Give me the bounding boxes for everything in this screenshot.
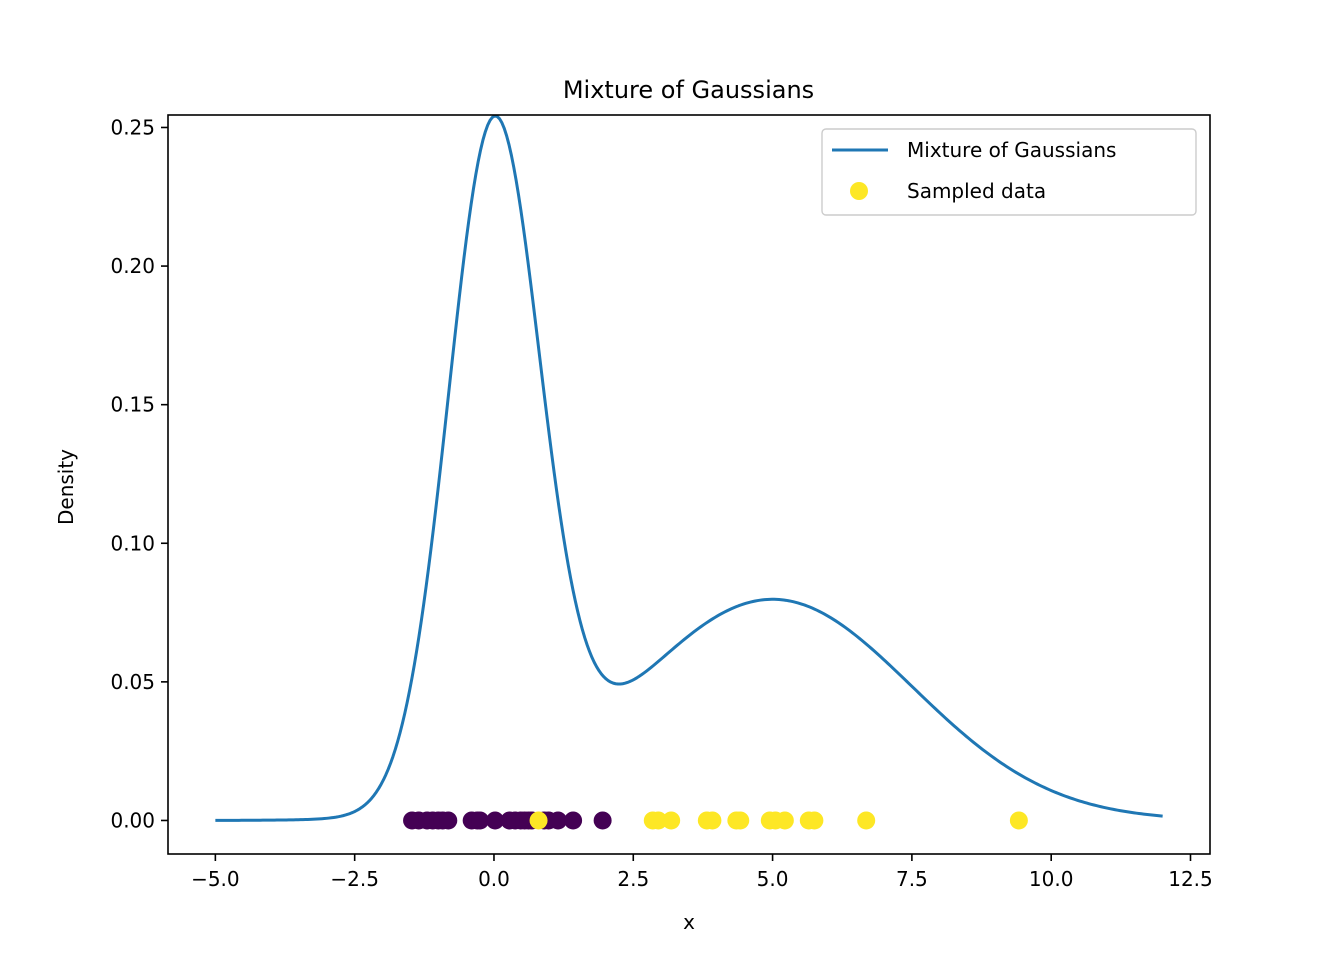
x-tick-label: 10.0 — [1029, 867, 1074, 891]
legend-dot-swatch — [850, 182, 868, 200]
sampled-data-point — [775, 811, 794, 830]
sampled-data-point — [529, 811, 548, 830]
sampled-data-point — [439, 811, 458, 830]
y-axis: 0.00 0.05 0.10 0.15 0.20 0.25 — [110, 115, 168, 832]
sampled-data-point — [857, 811, 876, 830]
plot-area — [215, 114, 1163, 830]
y-tick-label: 0.05 — [110, 670, 155, 694]
sampled-data-point — [703, 811, 722, 830]
sampled-data-point — [1009, 811, 1028, 830]
sampled-data-point — [486, 811, 505, 830]
y-tick-label: 0.20 — [110, 254, 155, 278]
x-tick-label: −5.0 — [191, 867, 240, 891]
x-axis-label: x — [683, 910, 695, 934]
x-tick-label: 0.0 — [478, 867, 510, 891]
x-tick-label: −2.5 — [330, 867, 379, 891]
legend-label-sampled: Sampled data — [907, 179, 1046, 203]
axes-frame — [167, 114, 1211, 855]
mixture-density-line — [215, 114, 1163, 822]
legend: Mixture of Gaussians Sampled data — [821, 128, 1197, 216]
sampled-data-point — [731, 811, 750, 830]
y-tick-label: 0.10 — [110, 531, 155, 555]
y-tick-label: 0.25 — [110, 115, 155, 139]
sampled-data-point — [593, 811, 612, 830]
sampled-data-point — [662, 811, 681, 830]
x-tick-label: 5.0 — [757, 867, 789, 891]
y-tick-label: 0.15 — [110, 393, 155, 417]
chart-title: Mixture of Gaussians — [563, 76, 814, 104]
sampled-data-point — [549, 811, 568, 830]
sampled-data-point — [805, 811, 824, 830]
x-tick-label: 12.5 — [1168, 867, 1213, 891]
y-axis-label: Density — [54, 449, 78, 525]
legend-label-mixture: Mixture of Gaussians — [907, 138, 1116, 162]
sampled-data-point — [649, 811, 668, 830]
sampled-data-point — [471, 811, 490, 830]
legend-box — [821, 128, 1197, 216]
x-axis: −5.0 −2.5 0.0 2.5 5.0 7.5 10.0 12.5 — [191, 854, 1213, 891]
x-tick-label: 2.5 — [617, 867, 649, 891]
sampled-data-point — [564, 811, 583, 830]
x-tick-label: 7.5 — [896, 867, 928, 891]
y-tick-label: 0.00 — [110, 808, 155, 832]
